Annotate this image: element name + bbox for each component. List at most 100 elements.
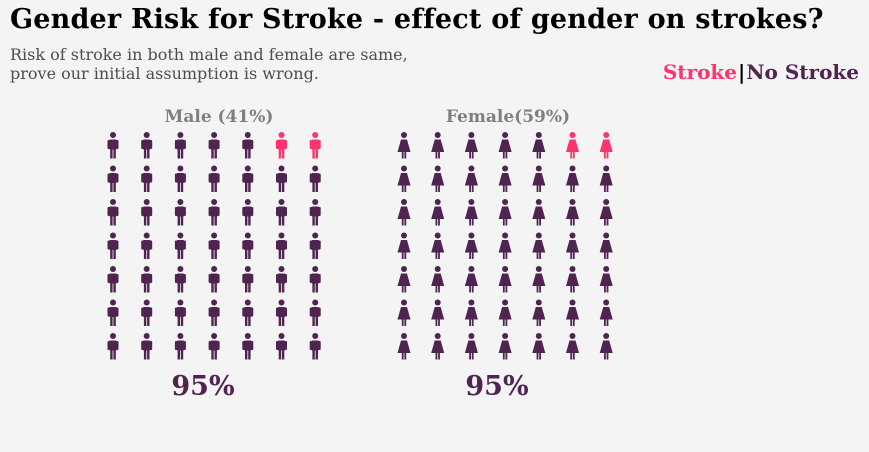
female-person-icon xyxy=(464,333,478,360)
male-person-icon xyxy=(242,199,254,226)
female-person-icon xyxy=(532,266,546,293)
male-person-icon xyxy=(174,232,186,259)
chart-title: Gender Risk for Stroke - effect of gende… xyxy=(10,4,824,35)
subtitle-line-1: Risk of stroke in both male and female a… xyxy=(10,45,408,64)
female-person-icon xyxy=(532,299,546,326)
male-person-icon xyxy=(107,333,119,360)
female-person-icon xyxy=(566,165,579,192)
female-person-icon xyxy=(566,299,579,326)
female-person-icon xyxy=(599,333,613,360)
male-person-icon xyxy=(141,299,153,326)
male-person-icon xyxy=(242,333,254,360)
male-person-icon xyxy=(208,333,220,360)
male-person-icon xyxy=(309,299,321,326)
male-person-icon xyxy=(208,165,220,192)
male-person-icon xyxy=(309,266,321,293)
male-person-icon xyxy=(141,333,153,360)
female-person-icon xyxy=(431,132,445,159)
male-person-icon xyxy=(276,199,287,226)
female-person-icon xyxy=(566,132,579,159)
male-person-icon xyxy=(107,165,119,192)
panel-percent-label: 95% xyxy=(465,371,528,402)
male-person-icon xyxy=(208,232,220,259)
female-person-icon xyxy=(498,299,512,326)
male-person-icon xyxy=(141,232,153,259)
male-person-icon xyxy=(107,232,119,259)
subtitle-line-2: prove our initial assumption is wrong. xyxy=(10,64,319,83)
male-person-icon xyxy=(309,199,321,226)
female-person-icon xyxy=(464,299,478,326)
panel-title: Male (41%) xyxy=(165,107,274,127)
male-person-icon xyxy=(242,132,254,159)
legend-no-stroke-label: No Stroke xyxy=(746,60,859,84)
female-person-icon xyxy=(498,132,512,159)
panel-title: Female(59%) xyxy=(446,107,570,127)
chart-subtitle: Risk of stroke in both male and female a… xyxy=(10,45,408,83)
female-person-icon xyxy=(397,132,411,159)
female-person-icon xyxy=(532,232,546,259)
female-person-icon xyxy=(397,232,411,259)
female-panel: Female(59%) 95% xyxy=(397,107,613,402)
legend: Stroke|No Stroke xyxy=(663,60,859,84)
male-person-icon xyxy=(208,299,220,326)
female-person-icon xyxy=(532,333,546,360)
female-person-icon xyxy=(464,199,478,226)
male-person-icon xyxy=(174,199,186,226)
female-person-icon xyxy=(566,199,579,226)
female-person-icon xyxy=(397,299,411,326)
female-person-icon xyxy=(566,266,579,293)
male-person-icon xyxy=(242,232,254,259)
male-person-icon xyxy=(174,132,186,159)
male-person-icon xyxy=(208,199,220,226)
legend-separator: | xyxy=(737,60,746,84)
female-person-icon xyxy=(532,132,546,159)
female-person-icon xyxy=(566,232,579,259)
legend-stroke-label: Stroke xyxy=(662,60,737,84)
female-person-icon xyxy=(599,199,613,226)
male-person-icon xyxy=(174,299,186,326)
male-person-icon xyxy=(276,232,287,259)
female-person-icon xyxy=(532,199,546,226)
male-person-icon xyxy=(242,266,254,293)
male-person-icon xyxy=(309,165,321,192)
female-person-icon xyxy=(498,165,512,192)
male-person-icon xyxy=(309,132,321,159)
female-person-icon xyxy=(464,165,478,192)
male-person-icon xyxy=(141,199,153,226)
female-person-icon xyxy=(566,333,579,360)
female-person-icon xyxy=(397,199,411,226)
female-person-icon xyxy=(397,266,411,293)
male-panel: Male (41%) 95% xyxy=(107,107,321,402)
male-person-icon xyxy=(174,165,186,192)
male-person-icon xyxy=(242,299,254,326)
female-person-icon xyxy=(464,132,478,159)
female-person-icon xyxy=(431,299,445,326)
male-person-icon xyxy=(141,266,153,293)
male-person-icon xyxy=(309,232,321,259)
female-person-icon xyxy=(532,165,546,192)
male-person-icon xyxy=(276,132,287,159)
male-person-icon xyxy=(276,266,287,293)
female-person-icon xyxy=(599,132,613,159)
male-person-icon xyxy=(276,299,287,326)
male-person-icon xyxy=(276,333,287,360)
female-person-icon xyxy=(431,165,445,192)
female-person-icon xyxy=(498,232,512,259)
female-person-icon xyxy=(498,266,512,293)
male-person-icon xyxy=(309,333,321,360)
female-person-icon xyxy=(431,333,445,360)
female-person-icon xyxy=(431,199,445,226)
female-person-icon xyxy=(498,199,512,226)
female-person-icon xyxy=(464,266,478,293)
female-person-icon xyxy=(599,299,613,326)
female-person-icon xyxy=(431,266,445,293)
female-person-icon xyxy=(498,333,512,360)
male-person-icon xyxy=(107,266,119,293)
male-person-icon xyxy=(174,266,186,293)
female-person-icon xyxy=(599,165,613,192)
female-person-icon xyxy=(397,333,411,360)
male-person-icon xyxy=(107,199,119,226)
female-person-icon xyxy=(464,232,478,259)
male-person-icon xyxy=(107,299,119,326)
